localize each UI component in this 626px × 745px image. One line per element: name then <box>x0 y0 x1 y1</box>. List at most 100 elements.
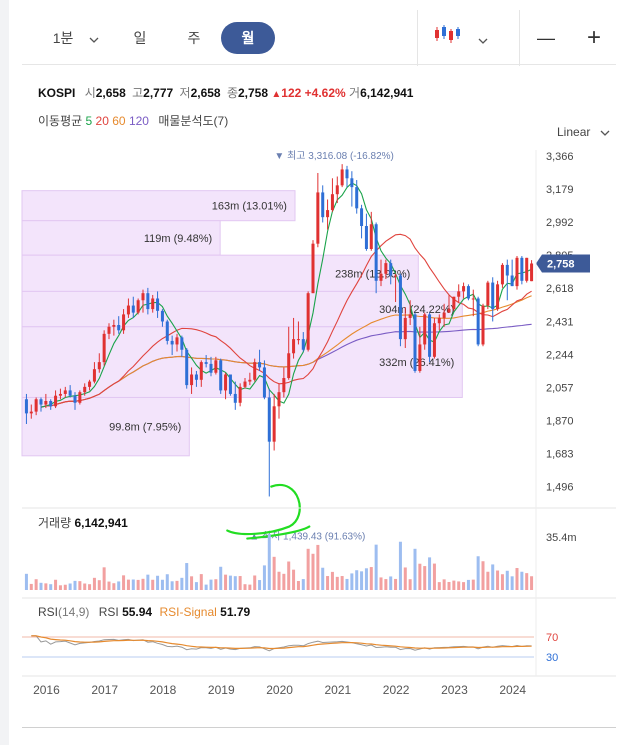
y-tick-label: 1,683 <box>546 449 574 461</box>
candle <box>78 390 82 405</box>
volume-bar <box>156 575 160 590</box>
volume-bar <box>204 584 208 590</box>
y-tick-label: 3,366 <box>546 151 574 163</box>
candle <box>398 273 402 347</box>
volume-bar <box>394 578 398 590</box>
volume-bar <box>408 579 412 590</box>
candle <box>102 330 106 366</box>
close-label: 종 <box>226 86 238 100</box>
candle <box>136 298 140 315</box>
candle-body <box>214 360 218 373</box>
candle-body <box>131 305 135 313</box>
tab-day[interactable]: 일 <box>133 30 147 46</box>
candle <box>126 298 130 318</box>
max-price-label: ▼ 최고 3,316.08 (-16.82%) <box>274 150 393 162</box>
candle-body <box>428 314 432 357</box>
volume-bar <box>54 579 58 590</box>
current-price-badge <box>536 254 590 273</box>
candle <box>394 273 398 303</box>
volume-bar <box>112 583 116 590</box>
volume-bar <box>510 576 514 590</box>
y-tick-label: 1,496 <box>546 482 574 494</box>
candle-body <box>146 293 150 310</box>
candle <box>491 277 495 322</box>
candle-body <box>462 286 466 292</box>
candle <box>156 291 160 318</box>
volume-bar <box>136 579 140 590</box>
tab-week[interactable]: 주 <box>187 30 201 46</box>
candle <box>277 383 281 419</box>
volume-bar <box>151 579 155 590</box>
candle-body <box>102 333 106 363</box>
volume-bar <box>39 582 43 590</box>
candle <box>452 296 456 311</box>
rsi-panel: 70 30 <box>22 632 558 664</box>
candle <box>496 280 500 311</box>
candle-body <box>78 392 82 403</box>
candle-body <box>486 282 490 306</box>
volume-bar <box>68 583 72 590</box>
chevron-down-icon <box>89 22 99 54</box>
chart-type-button[interactable] <box>431 22 491 54</box>
ma5-label: 5 <box>85 114 93 128</box>
candle-body <box>350 178 354 188</box>
candle <box>175 333 179 352</box>
candle-body <box>204 362 208 364</box>
candle <box>180 335 184 357</box>
volume-bar <box>58 585 62 590</box>
volume-bar <box>335 576 339 590</box>
change-percent: +4.62% <box>304 86 346 100</box>
close-value: 2,758 <box>238 86 269 100</box>
volume-bar <box>126 579 130 590</box>
candle-body <box>452 296 456 310</box>
candle <box>296 321 300 345</box>
tab-month[interactable]: 월 <box>221 22 275 54</box>
candle-body <box>505 264 509 276</box>
y-tick-label: 2,431 <box>546 316 574 328</box>
candle <box>243 378 247 389</box>
volume-profile-bar <box>21 254 419 292</box>
rsi-signal-value: 51.79 <box>220 605 251 619</box>
candle-body <box>83 386 87 393</box>
candle-body <box>384 263 388 274</box>
y-axis: 3,3663,1792,9922,8052,6182,4312,2442,057… <box>536 151 590 494</box>
candle-body <box>267 397 271 442</box>
candle <box>68 385 72 398</box>
interval-dropdown[interactable]: 1분 <box>41 22 111 54</box>
x-tick-label: 2024 <box>499 683 526 697</box>
candle <box>34 397 38 416</box>
candle <box>457 284 461 303</box>
candle <box>262 360 266 400</box>
candle-body <box>355 187 359 209</box>
candle <box>165 319 169 345</box>
ohlc-header: KOSPI 시2,658 고2,777 저2,658 종2,758 ▲122 +… <box>38 84 413 101</box>
volume-bar <box>466 579 470 590</box>
volume-bar <box>24 573 28 590</box>
candle-body <box>340 169 344 186</box>
zoom-out-button[interactable]: — <box>537 28 555 48</box>
candle <box>505 259 509 301</box>
volume-bar <box>199 574 203 590</box>
candle-body <box>63 390 67 394</box>
volume-bar <box>292 569 296 590</box>
candle-body <box>175 337 179 345</box>
candle-body <box>34 399 38 412</box>
volume-bar <box>296 581 300 590</box>
volume-bar <box>476 556 480 590</box>
volume-profile-label[interactable]: 매물분석도(7) <box>158 114 229 128</box>
volume-bar <box>437 582 441 590</box>
ma-label[interactable]: 이동평균 <box>38 114 83 128</box>
candle <box>340 164 344 188</box>
candle-body <box>277 392 281 407</box>
candle <box>428 312 432 363</box>
zoom-in-button[interactable]: + <box>586 24 601 51</box>
scale-selector[interactable]: Linear <box>557 125 610 139</box>
volume-label-short: 거 <box>349 86 361 100</box>
candle <box>355 180 359 214</box>
candle <box>83 383 87 396</box>
candle-body <box>170 340 174 345</box>
y-tick-label: 3,179 <box>546 184 574 196</box>
volume-bar <box>496 570 500 590</box>
candle <box>214 356 218 375</box>
